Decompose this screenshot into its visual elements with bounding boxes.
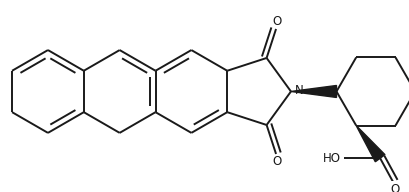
Polygon shape <box>290 85 336 98</box>
Text: HO: HO <box>322 152 340 165</box>
Text: N: N <box>294 84 303 97</box>
Text: O: O <box>390 183 399 192</box>
Text: O: O <box>272 155 281 168</box>
Text: O: O <box>272 15 281 28</box>
Polygon shape <box>355 126 384 162</box>
